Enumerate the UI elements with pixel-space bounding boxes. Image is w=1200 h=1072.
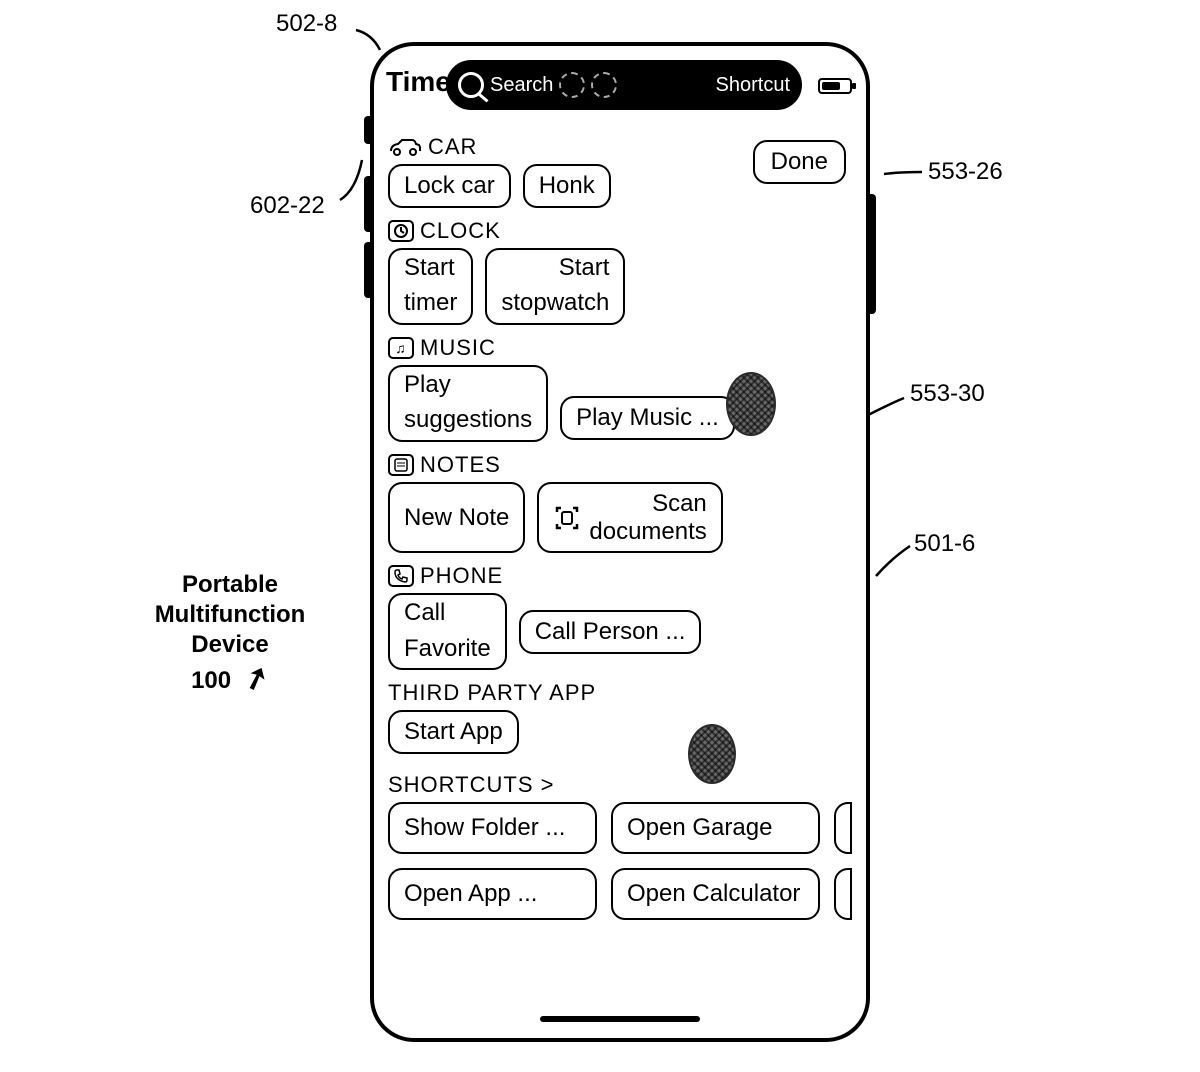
clock-icon [388, 220, 414, 242]
phone-icon [388, 565, 414, 587]
button-lock-car[interactable]: Lock car [388, 164, 511, 208]
search-icon [458, 72, 484, 98]
button-new-note[interactable]: New Note [388, 482, 525, 553]
hw-button-mute [364, 116, 374, 144]
chip-line: Favorite [404, 635, 491, 663]
figure-stage: 502-8 602-22 553-26 553-32 553-30 501-6 … [0, 0, 1200, 1072]
chip-line: Start [404, 254, 455, 282]
hw-button-vol-up [364, 176, 374, 232]
button-open-app[interactable]: Open App ... [388, 868, 597, 920]
section-title: CAR [428, 134, 477, 160]
button-call-person[interactable]: Call Person ... [519, 610, 702, 654]
chip-line: Play [404, 371, 451, 399]
status-time: Time [386, 66, 451, 98]
section-header-notes: NOTES [388, 452, 852, 478]
sensor-icon [559, 72, 585, 98]
chip-line: documents [589, 518, 706, 546]
pill-shortcut-label: Shortcut [716, 74, 790, 97]
button-honk[interactable]: Honk [523, 164, 611, 208]
hw-button-power [866, 194, 876, 314]
section-title: THIRD PARTY APP [388, 680, 596, 706]
button-show-folder[interactable]: Show Folder ... [388, 802, 597, 854]
sensor-icon [591, 72, 617, 98]
button-overflow-peek[interactable] [834, 802, 852, 854]
button-open-garage[interactable]: Open Garage [611, 802, 820, 854]
chip-line: Start [559, 254, 610, 282]
chip-line: timer [404, 289, 457, 317]
chip-line: Call [404, 599, 445, 627]
section-title: CLOCK [420, 218, 501, 244]
chip-line: suggestions [404, 406, 532, 434]
button-overflow-peek[interactable] [834, 868, 852, 920]
battery-icon [818, 78, 852, 94]
shortcuts-row-1: Show Folder ... Open Garage [388, 802, 852, 854]
music-icon: ♫ [388, 337, 414, 359]
chip-line: Scan [652, 490, 707, 518]
pill-search-label: Search [490, 74, 553, 97]
scan-icon [553, 504, 581, 532]
done-button[interactable]: Done [753, 140, 846, 184]
hw-button-vol-down [364, 242, 374, 298]
button-play-music[interactable]: Play Music ... [560, 396, 735, 440]
touch-marker-lower [688, 724, 736, 784]
section-header-phone: PHONE [388, 563, 852, 589]
chip-line: stopwatch [501, 289, 609, 317]
section-header-thirdparty: THIRD PARTY APP [388, 680, 852, 706]
shortcuts-row-2: Open App ... Open Calculator [388, 868, 852, 920]
section-title: MUSIC [420, 335, 496, 361]
section-header-music: ♫ MUSIC [388, 335, 852, 361]
section-title: NOTES [420, 452, 501, 478]
dynamic-island[interactable]: Search Shortcut [446, 60, 802, 110]
notes-icon [388, 454, 414, 476]
car-icon [388, 137, 422, 157]
button-open-calculator[interactable]: Open Calculator [611, 868, 820, 920]
home-indicator[interactable] [540, 1016, 700, 1022]
button-scan-documents[interactable]: Scan documents [537, 482, 722, 553]
device-frame: Time Search Shortcut Done CAR Lock car H… [370, 42, 870, 1042]
button-call-favorite[interactable]: Call Favorite [388, 593, 507, 670]
section-title: PHONE [420, 563, 503, 589]
button-start-timer[interactable]: Start timer [388, 248, 473, 325]
screen-content: Done CAR Lock car Honk CLOCK [388, 124, 852, 1002]
button-start-app[interactable]: Start App [388, 710, 519, 754]
button-start-stopwatch[interactable]: Start stopwatch [485, 248, 625, 325]
touch-marker-upper [726, 372, 776, 436]
section-header-shortcuts[interactable]: SHORTCUTS > [388, 772, 852, 798]
section-title: SHORTCUTS > [388, 772, 554, 798]
button-play-suggestions[interactable]: Play suggestions [388, 365, 548, 442]
section-header-clock: CLOCK [388, 218, 852, 244]
